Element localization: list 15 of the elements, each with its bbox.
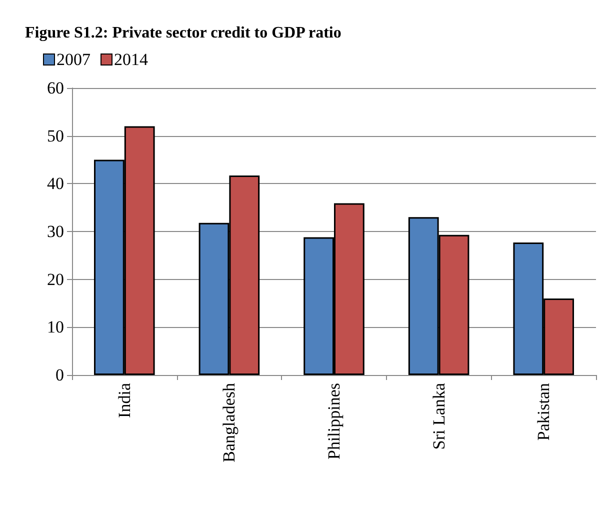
legend-label: 2014 bbox=[114, 50, 148, 69]
y-tick-label: 40 bbox=[47, 174, 64, 194]
x-tick-label: Pakistan bbox=[534, 382, 554, 441]
y-tick-label: 20 bbox=[47, 270, 64, 289]
x-tick-label: Bangladesh bbox=[220, 382, 239, 462]
x-tick-label: Philippines bbox=[324, 383, 344, 460]
x-tick-label: India bbox=[114, 382, 134, 418]
legend-label: 2007 bbox=[56, 50, 91, 69]
y-tick-label: 50 bbox=[47, 126, 64, 146]
y-tick-label: 30 bbox=[47, 222, 64, 241]
y-tick-label: 10 bbox=[47, 318, 64, 337]
y-tick-label: 60 bbox=[47, 78, 64, 98]
x-tick-label: Sri Lanka bbox=[429, 382, 448, 450]
chart-title: Figure S1.2: Private sector credit to GDP ratio bbox=[25, 24, 342, 42]
y-tick-label: 0 bbox=[56, 366, 64, 384]
